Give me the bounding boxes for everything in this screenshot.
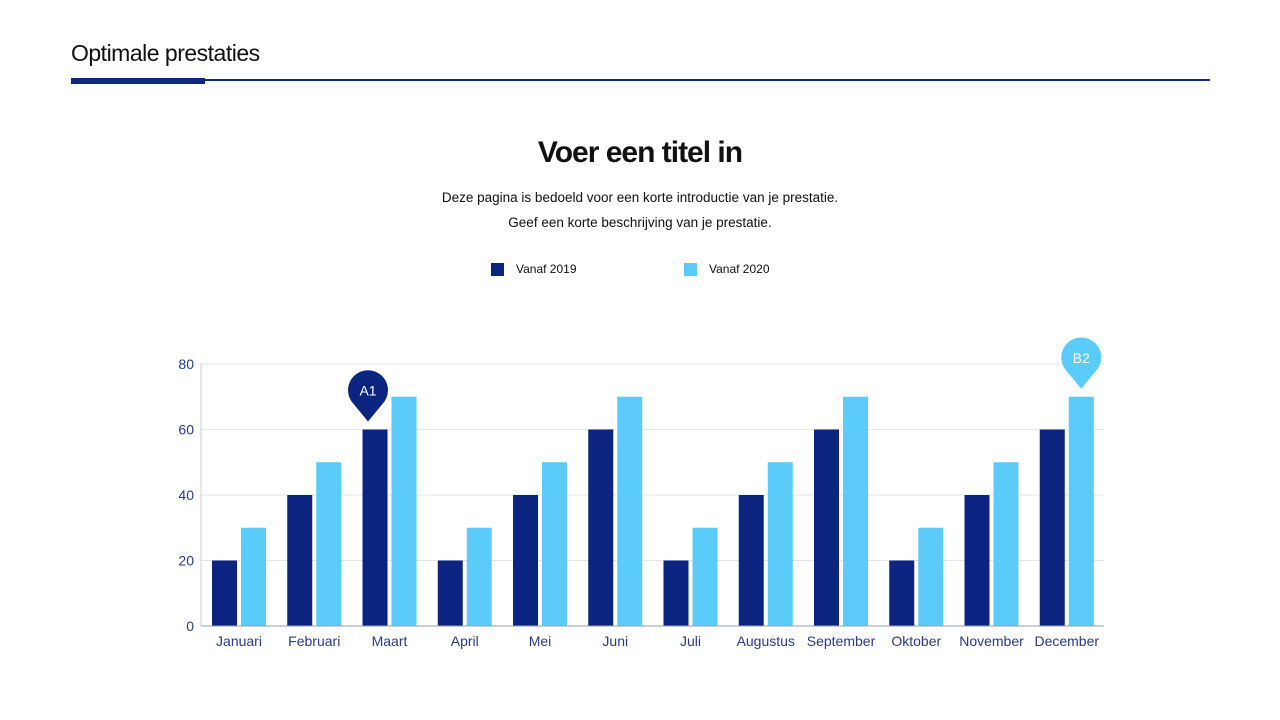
bar-2019	[1039, 429, 1065, 626]
bar-2020	[617, 396, 643, 626]
annotation-marker-pin	[1061, 337, 1102, 389]
bar-2019	[437, 560, 463, 626]
x-tick-label: Juni	[602, 633, 628, 649]
bar-2020	[241, 527, 266, 626]
x-tick-label: Juli	[680, 633, 701, 649]
annotation-label: A1	[359, 383, 376, 399]
x-tick-label: Februari	[288, 633, 340, 649]
bar-2019	[212, 560, 237, 626]
x-tick-label: Mei	[529, 633, 552, 649]
bar-2019	[738, 495, 764, 626]
y-tick-label: 0	[186, 618, 194, 634]
bar-2020	[993, 462, 1019, 626]
bar-2020	[316, 462, 342, 626]
legend-item-2020: Vanaf 2020	[684, 262, 770, 276]
x-tick-label: September	[807, 633, 876, 649]
bar-2020	[692, 527, 718, 626]
chart-title: Voer een titel in	[537, 136, 743, 169]
y-tick-label: 80	[178, 356, 194, 372]
bar-2020	[767, 462, 793, 626]
page-header-title: Optimale prestaties	[71, 40, 260, 66]
subtitle-line-2: Geef een korte beschrijving van je prest…	[508, 215, 772, 230]
y-tick-label: 40	[178, 487, 194, 503]
subtitle-line-1: Deze pagina is bedoeld voor een korte in…	[441, 190, 839, 205]
bar-2020	[1068, 396, 1094, 626]
y-tick-label: 60	[178, 422, 194, 438]
x-tick-label: Januari	[216, 633, 262, 649]
x-tick-label: Maart	[372, 633, 408, 649]
bar-2019	[362, 429, 388, 626]
legend-swatch	[491, 262, 504, 276]
legend-label: Vanaf 2020	[709, 262, 770, 276]
x-tick-label: April	[451, 633, 479, 649]
legend-swatch	[684, 262, 697, 276]
bar-2019	[889, 560, 915, 626]
header-divider	[71, 79, 1210, 81]
annotation-marker-pin	[348, 370, 389, 422]
x-tick-label: Augustus	[737, 633, 795, 649]
bar-2019	[513, 495, 538, 626]
header-accent-bar	[71, 78, 205, 84]
y-tick-label: 20	[178, 553, 194, 569]
legend-item-2019: Vanaf 2019	[491, 262, 577, 276]
x-tick-label: Oktober	[891, 633, 941, 649]
bar-2020	[391, 396, 417, 626]
x-tick-label: November	[959, 633, 1024, 649]
annotation-label: B2	[1073, 350, 1090, 366]
bar-2019	[287, 495, 313, 626]
x-tick-label: December	[1034, 633, 1099, 649]
bar-2020	[542, 462, 567, 626]
legend-label: Vanaf 2019	[516, 262, 577, 276]
bar-2020	[843, 396, 868, 626]
bar-2020	[918, 527, 944, 626]
bar-2020	[466, 527, 492, 626]
bar-2019	[663, 560, 689, 626]
bar-2019	[964, 495, 990, 626]
bar-2019	[814, 429, 839, 626]
bar-2019	[588, 429, 614, 626]
